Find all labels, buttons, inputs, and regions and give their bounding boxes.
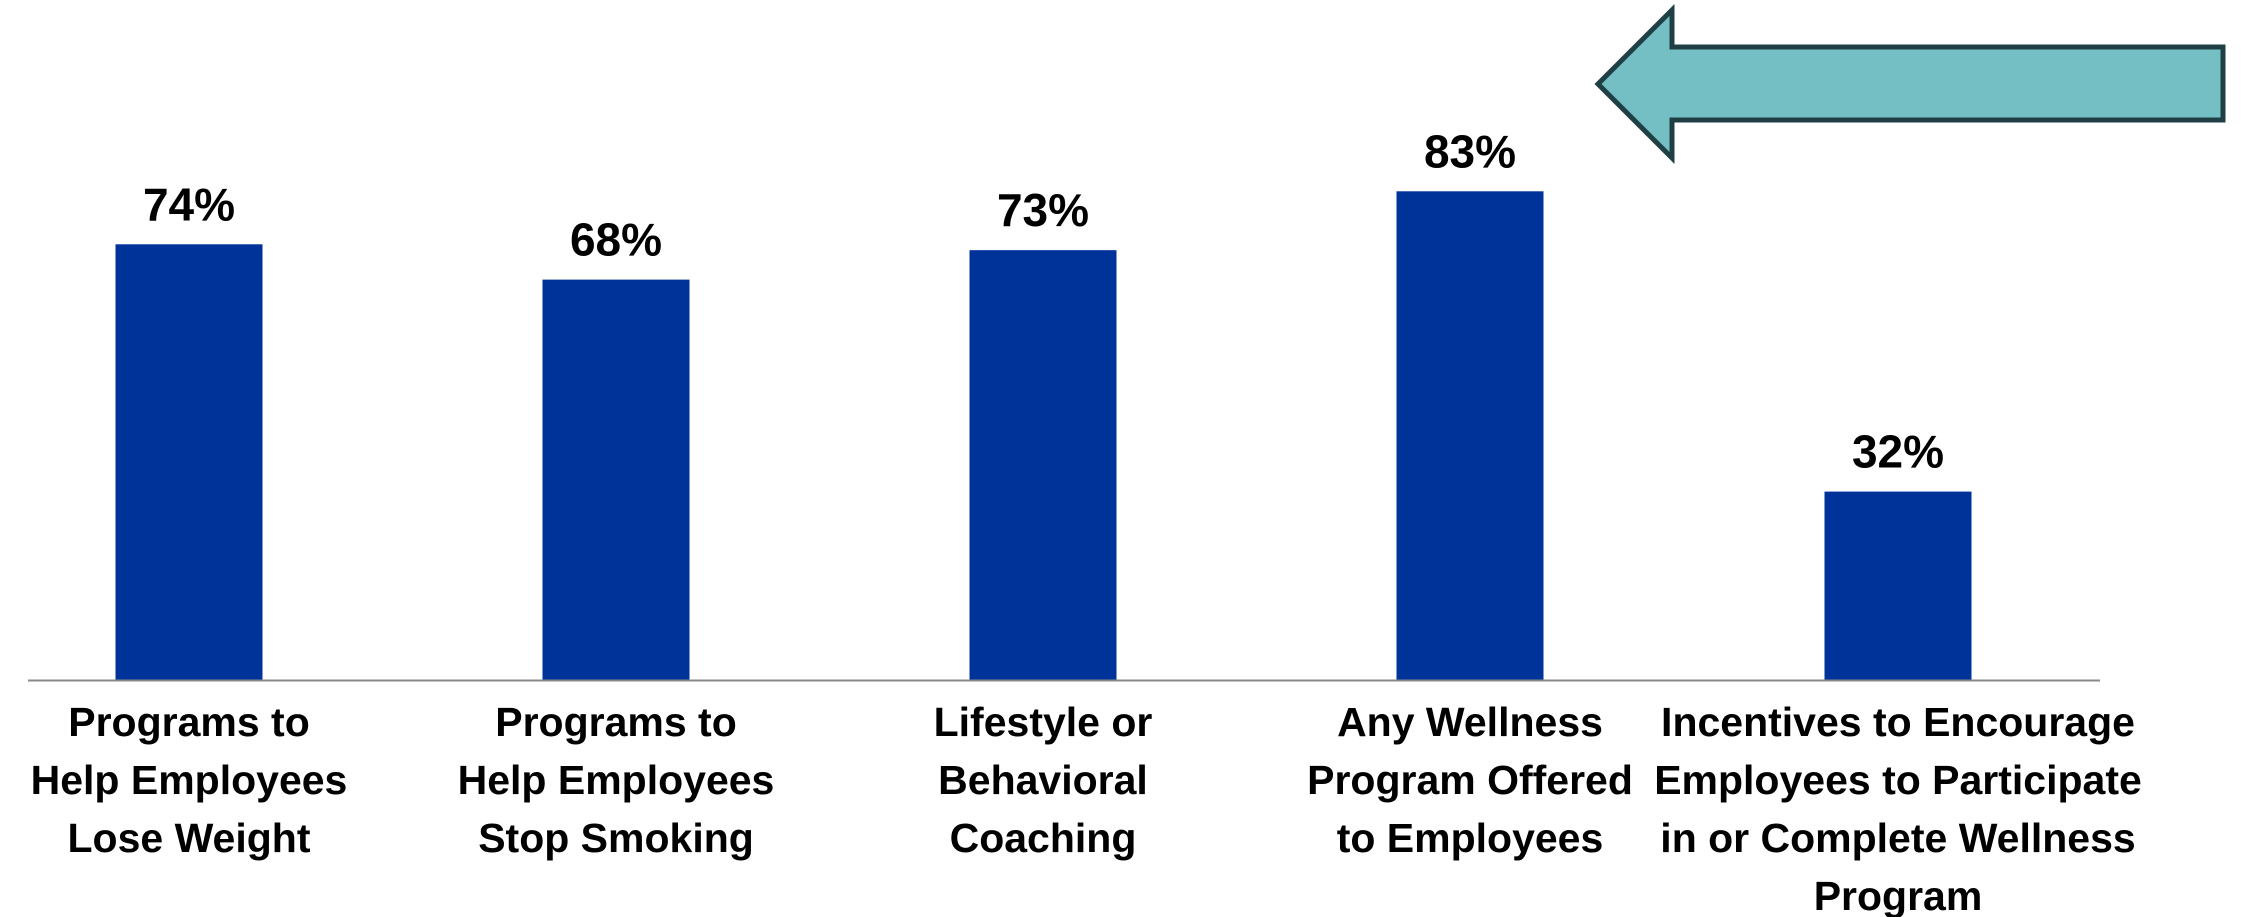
- category-label-4-line-3: to Employees: [1337, 815, 1604, 861]
- category-label-2-line-2: Help Employees: [458, 757, 775, 803]
- category-label-2-line-3: Stop Smoking: [478, 815, 754, 861]
- category-label-4-line-1: Any Wellness: [1337, 699, 1603, 745]
- category-label-3-line-1: Lifestyle or: [934, 699, 1153, 745]
- bars-group: [116, 191, 1972, 680]
- category-label-1-line-1: Programs to: [68, 699, 310, 745]
- value-label-3: 73%: [997, 184, 1089, 236]
- category-label-5-line-3: in or Complete Wellness: [1660, 815, 2135, 861]
- category-labels-group: Programs to Help Employees Lose Weight Prog…: [31, 699, 2142, 917]
- category-label-3-line-3: Coaching: [950, 815, 1137, 861]
- category-label-3-line-2: Behavioral: [938, 757, 1148, 803]
- highlight-arrow: [1598, 10, 2223, 158]
- bar-5: [1825, 492, 1972, 680]
- category-label-5-line-4: Program: [1814, 873, 1983, 917]
- category-label-4-line-2: Program Offered: [1307, 757, 1633, 803]
- bar-2: [543, 280, 690, 680]
- bar-4: [1397, 191, 1544, 680]
- category-label-1-line-2: Help Employees: [31, 757, 348, 803]
- category-label-5-line-2: Employees to Participate: [1654, 757, 2142, 803]
- value-label-4: 83%: [1424, 125, 1516, 177]
- bar-3: [970, 250, 1117, 680]
- category-label-1-line-3: Lose Weight: [68, 815, 311, 861]
- value-label-5: 32%: [1852, 426, 1944, 478]
- category-label-5-line-1: Incentives to Encourage: [1661, 699, 2135, 745]
- category-label-2-line-1: Programs to: [495, 699, 737, 745]
- value-label-1: 74%: [143, 178, 235, 230]
- value-label-2: 68%: [570, 214, 662, 266]
- bar-1: [116, 244, 263, 680]
